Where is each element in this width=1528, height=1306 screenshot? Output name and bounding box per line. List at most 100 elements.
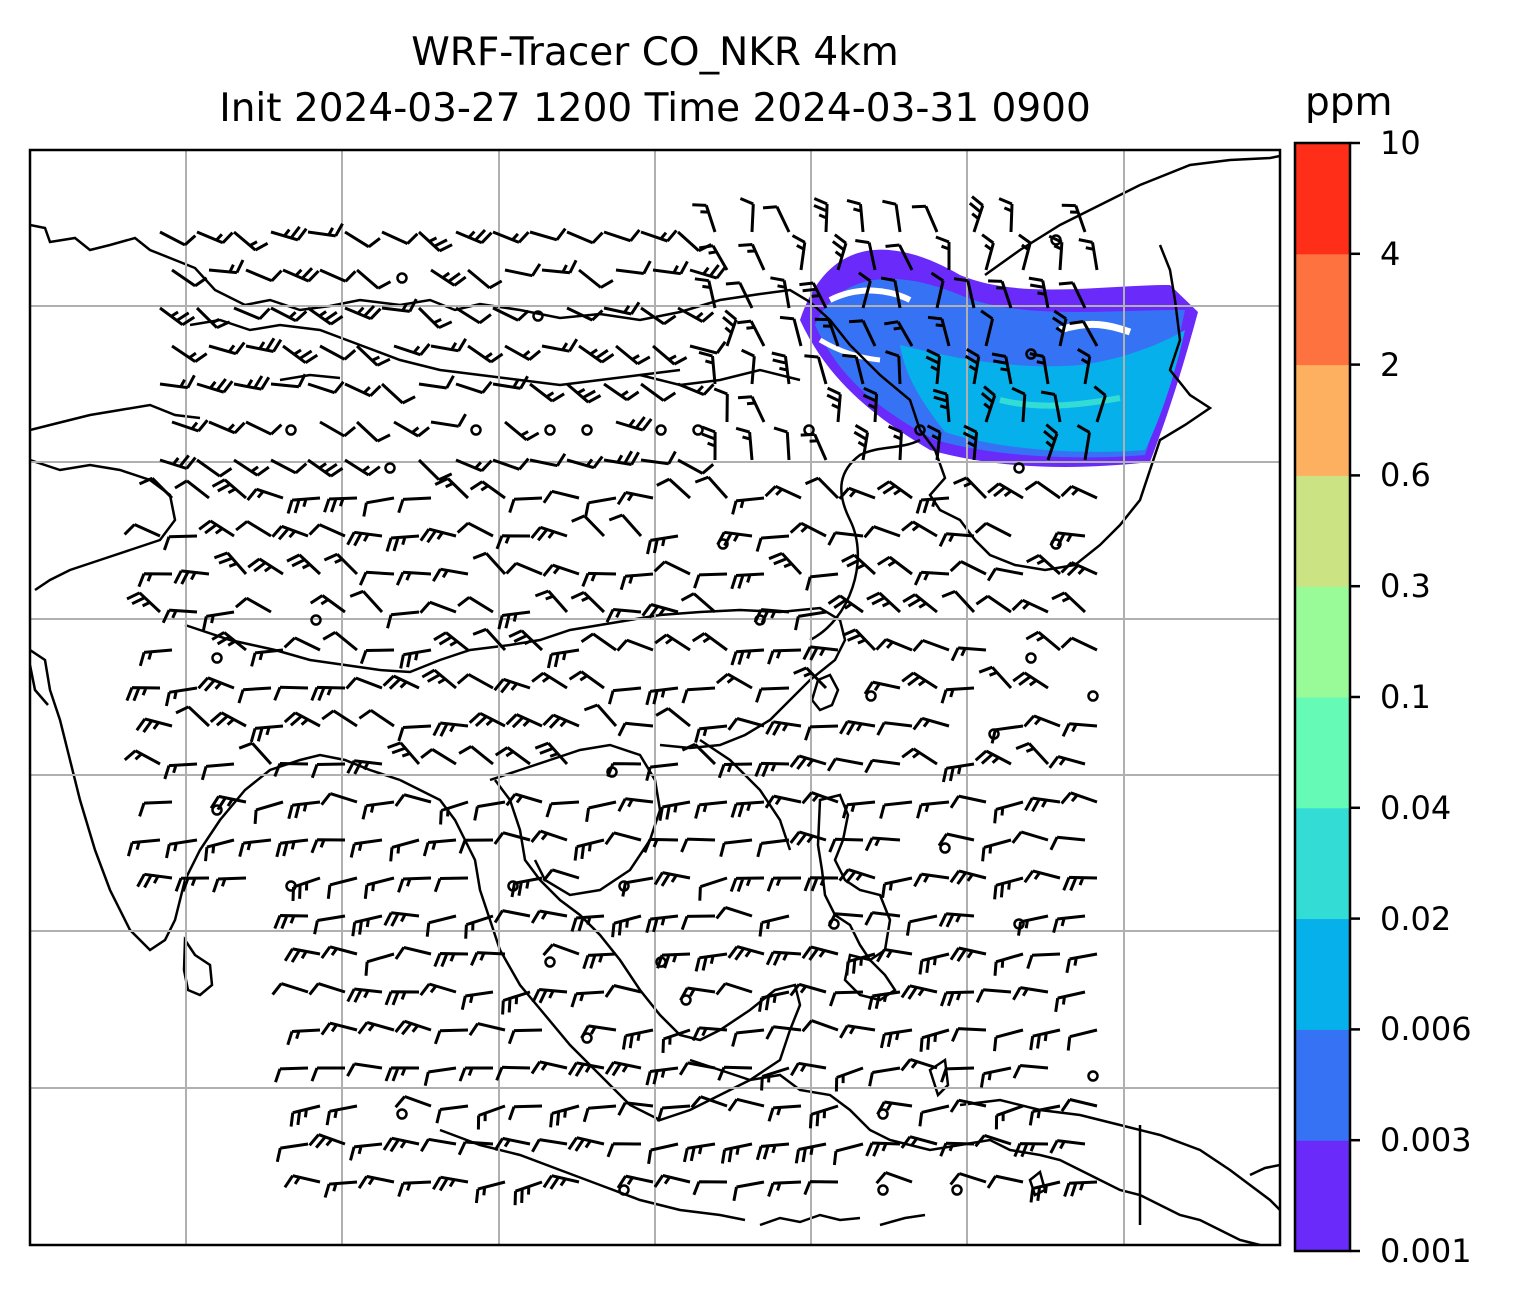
wind-barb [682,1142,716,1163]
wind-barb [900,1135,938,1149]
wind-barb [357,1174,395,1190]
wind-barb [760,1066,790,1091]
wind-barb [287,800,321,820]
wind-barb [901,747,938,766]
wind-barb [900,984,938,1000]
wind-barb [1011,598,1049,614]
wind-barb [320,1021,358,1036]
wind-barb [698,350,717,385]
wind-barb [779,315,803,347]
wind-barb [838,868,876,884]
wind-barb [468,1022,506,1037]
wind-barb [250,648,284,667]
wind-barb [1012,671,1049,690]
wind-barb [530,909,568,924]
wind-barb [758,990,790,1012]
wind-barb [603,450,640,466]
wind-barb [346,1062,383,1077]
wind-barb [493,909,531,924]
wind-barb [504,344,542,362]
wind-barb [1078,238,1099,271]
wind-barb [864,836,901,852]
wind-barb [693,572,728,589]
wind-barb [987,482,1024,500]
wind-barb [698,244,729,271]
wind-barb [1049,1139,1086,1154]
wind-barb [505,713,543,729]
wind-barb [1061,203,1087,233]
wind-barb [344,382,382,398]
wind-barb [677,382,715,396]
wind-barb [137,572,173,588]
wind-barb [978,665,1013,690]
wind-barb [345,676,383,690]
wind-barb [531,1138,568,1153]
wind-barb [584,496,617,517]
wind-barb [380,382,416,405]
wind-barb [794,610,827,631]
wind-barb [879,1028,913,1049]
colorbar-tick-label: 4 [1380,234,1401,273]
wind-barb [803,1180,839,1196]
wind-barb [677,458,715,475]
wind-barb [534,741,569,766]
wind-barb [159,306,196,326]
wind-barb [771,351,791,385]
wind-barb [1029,352,1050,385]
wind-barb [855,239,877,271]
wind-barb [758,914,790,937]
wind-barb [173,569,210,585]
wind-barb [803,876,839,892]
calm-circle [396,272,408,284]
wind-barb [237,686,272,704]
wind-barb [505,792,543,807]
wind-barb [455,306,492,325]
wind-barb [640,450,677,466]
wind-barb [508,629,544,652]
wind-barb [727,1097,765,1112]
wind-barb [319,268,357,283]
wind-barb [885,243,914,271]
wind-barb [468,711,506,728]
wind-barb [986,1174,1024,1189]
wind-barb [566,230,604,245]
wind-barb [641,603,679,619]
wind-barb [841,553,877,576]
wind-barb [542,868,580,882]
wind-barb [1051,591,1087,614]
wind-barb [282,267,320,283]
wind-barb [877,555,913,576]
calm-circle [1087,690,1099,702]
wind-barb [988,279,1013,309]
wind-barb [993,876,1024,900]
wind-barb [839,1024,876,1039]
wind-barb [1015,742,1050,766]
wind-barb [738,243,766,271]
wind-barb [542,1174,580,1190]
wind-barb [652,260,689,276]
wind-barb [653,871,691,887]
wind-barb [694,800,728,819]
wind-barb [163,762,198,780]
wind-barb [828,990,864,1007]
wind-barb [842,353,865,385]
wind-barb [615,260,652,275]
wind-barb [394,1095,432,1109]
wind-barb [233,230,269,252]
wind-barb [998,197,1014,233]
wind-barb [767,1104,802,1122]
colorbar-tick-label: 0.02 [1380,899,1452,938]
wind-barb [397,724,432,742]
wind-barb [270,306,308,323]
wind-barb [919,1028,950,1052]
wind-barb [492,375,529,390]
wind-barb [949,869,987,885]
colorbar-segment [1295,253,1350,366]
wind-barb [764,484,802,500]
wind-barb [932,388,951,423]
wind-barb [384,1066,420,1082]
wind-barb [507,1104,543,1121]
wind-barb [1012,1064,1049,1079]
wind-barb [270,373,307,389]
wind-barb [125,686,161,702]
